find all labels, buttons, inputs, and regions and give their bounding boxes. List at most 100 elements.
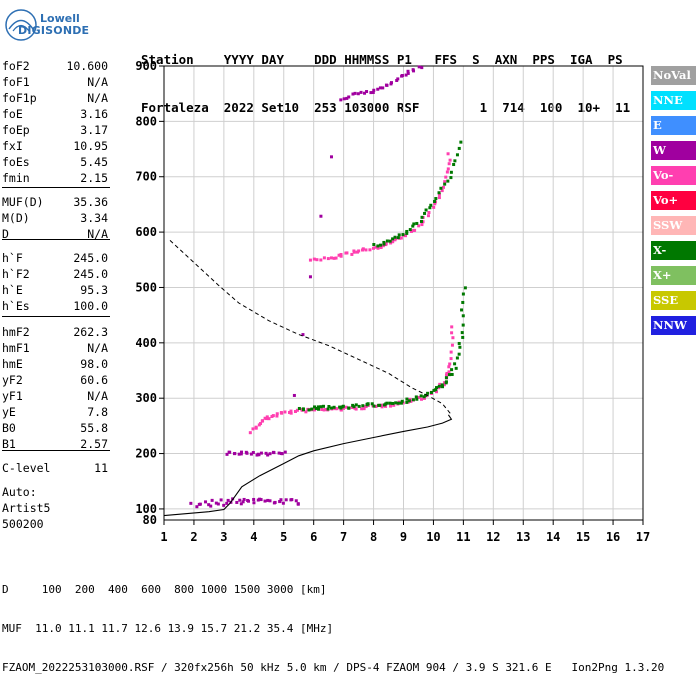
param-row: C-level 11 bbox=[2, 460, 108, 476]
trace-point bbox=[413, 228, 417, 232]
x-tick-label: 14 bbox=[546, 530, 560, 544]
trace-point bbox=[277, 451, 281, 455]
trace-point bbox=[420, 215, 424, 219]
param-name: foEp bbox=[2, 123, 30, 137]
trace-point bbox=[420, 66, 424, 70]
param-row: fmin 2.15 bbox=[2, 170, 108, 186]
trace-point bbox=[273, 500, 277, 504]
trace-point bbox=[461, 292, 465, 296]
trace-point bbox=[350, 252, 354, 256]
param-value: 3.34 bbox=[80, 211, 108, 225]
param-value: 2.57 bbox=[80, 437, 108, 451]
param-value: N/A bbox=[87, 227, 108, 241]
param-value: 95.3 bbox=[80, 283, 108, 297]
x-tick-label: 16 bbox=[606, 530, 620, 544]
param-row: M(D) 3.34 bbox=[2, 210, 108, 226]
trace-point bbox=[446, 179, 450, 183]
trace-point bbox=[339, 252, 343, 256]
trace-point bbox=[406, 69, 410, 73]
trace-point bbox=[341, 406, 345, 410]
logo-digisonde: DIGISONDE bbox=[18, 24, 90, 37]
param-name: hmE bbox=[2, 357, 23, 371]
trace-point bbox=[441, 185, 445, 189]
trace-point bbox=[449, 350, 453, 354]
trace-point bbox=[396, 77, 400, 81]
trace-point bbox=[279, 451, 283, 455]
trace-point bbox=[448, 362, 452, 366]
trace-point bbox=[317, 407, 321, 411]
trace-point bbox=[421, 220, 425, 224]
param-name: M(D) bbox=[2, 211, 30, 225]
trace-point bbox=[374, 404, 378, 408]
trace-point bbox=[322, 404, 326, 408]
param-name: foEs bbox=[2, 155, 30, 169]
trace-point bbox=[266, 453, 270, 457]
trace-point bbox=[347, 406, 351, 410]
param-row: foF2 10.600 bbox=[2, 58, 108, 74]
param-name: C-level bbox=[2, 461, 51, 475]
trace-point bbox=[329, 155, 333, 159]
trace-point bbox=[384, 243, 388, 247]
trace-point bbox=[293, 410, 297, 414]
trace-point bbox=[415, 397, 419, 401]
param-row: h`F 245.0 bbox=[2, 250, 108, 266]
param-row: B0 55.8 bbox=[2, 420, 108, 436]
footer-file-info: FZAOM_2022253103000.RSF / 320fx256h 50 k… bbox=[2, 661, 665, 674]
param-value: 10.600 bbox=[66, 59, 108, 73]
param-name: h`F2 bbox=[2, 267, 30, 281]
trace-point bbox=[232, 452, 236, 456]
trace-point bbox=[452, 163, 456, 167]
param-row: foF1p N/A bbox=[2, 90, 108, 106]
trace-point bbox=[239, 452, 243, 456]
param-value: N/A bbox=[87, 91, 108, 105]
trace-point bbox=[332, 405, 336, 409]
trace-point bbox=[376, 244, 380, 248]
x-tick-label: 9 bbox=[400, 530, 407, 544]
trace-point bbox=[445, 371, 449, 375]
trace-point bbox=[294, 499, 298, 503]
trace-point bbox=[443, 182, 447, 186]
trace-point bbox=[444, 376, 448, 380]
param-value: 98.0 bbox=[80, 357, 108, 371]
trace-point bbox=[446, 167, 450, 171]
legend-item: E bbox=[651, 116, 696, 135]
trace-point bbox=[379, 243, 383, 247]
trace-point bbox=[292, 393, 296, 397]
trace-point bbox=[423, 393, 427, 397]
trace-point bbox=[341, 404, 345, 408]
trace-point bbox=[455, 153, 459, 157]
x-tick-label: 10 bbox=[426, 530, 440, 544]
trace-point bbox=[444, 381, 448, 385]
trace-point bbox=[429, 390, 433, 394]
trace-point bbox=[396, 236, 400, 240]
trace-point bbox=[329, 256, 333, 260]
trace-point bbox=[376, 87, 380, 91]
trace-point bbox=[312, 257, 316, 261]
trace-point bbox=[308, 275, 312, 279]
param-name: h`Es bbox=[2, 299, 30, 313]
trace-point bbox=[391, 237, 395, 241]
y-tick-label: 900 bbox=[135, 59, 157, 73]
trace-point bbox=[334, 256, 338, 260]
trace-point bbox=[374, 245, 378, 249]
trace-point bbox=[409, 229, 413, 233]
trace-point bbox=[389, 81, 393, 85]
trace-point bbox=[364, 404, 368, 408]
trace-point bbox=[268, 452, 272, 456]
trace-point bbox=[461, 300, 465, 304]
trace-point bbox=[440, 383, 444, 387]
trace-point bbox=[409, 399, 413, 403]
auto-label: Auto: bbox=[2, 485, 37, 499]
y-tick-label: 400 bbox=[135, 336, 157, 350]
trace-point bbox=[439, 186, 443, 190]
trace-point bbox=[290, 498, 294, 502]
param-name: foE bbox=[2, 107, 23, 121]
trace-point bbox=[449, 176, 453, 180]
x-tick-label: 15 bbox=[576, 530, 590, 544]
trace-point bbox=[324, 408, 328, 412]
trace-point bbox=[372, 88, 376, 92]
trace-point bbox=[198, 502, 202, 506]
trace-point bbox=[356, 92, 360, 96]
trace-point bbox=[353, 91, 357, 95]
trace-point bbox=[359, 90, 363, 94]
